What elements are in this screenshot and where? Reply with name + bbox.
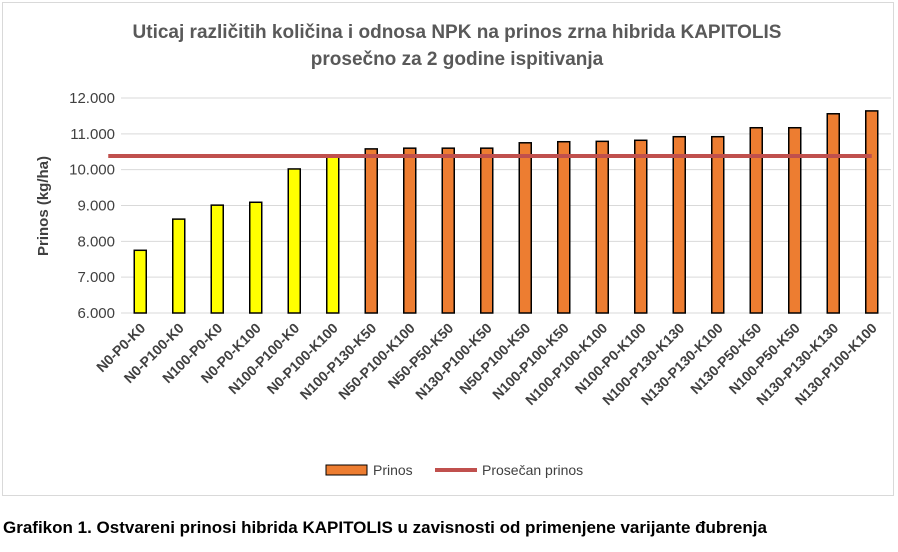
y-tick-label: 6.000 [77, 305, 115, 322]
bar-N100-P0-K0 [210, 204, 224, 314]
y-tick-label: 12.000 [69, 90, 115, 107]
bar-N0-P0-K100 [249, 201, 263, 314]
y-tick-label: 11.000 [70, 126, 115, 143]
legend-label-average: Prosečan prinos [482, 462, 583, 478]
chart-title-line-1: Uticaj različitih količina i odnosa NPK … [133, 22, 782, 43]
y-tick-label: 8.000 [77, 233, 115, 250]
bar-N130-P100-K100 [865, 110, 879, 314]
bar-N0-P100-K100 [326, 154, 340, 314]
y-tick-label: 9.000 [77, 198, 115, 215]
bar-N0-P100-K0 [172, 218, 186, 314]
bar-N100-P100-K0 [287, 168, 301, 314]
legend-swatch-prinos [325, 464, 368, 476]
bar-N100-P0-K100 [634, 139, 648, 314]
bar-N130-P130-K130 [826, 113, 840, 314]
bar-N130-P100-K50 [480, 147, 494, 314]
bar-N100-P130-K130 [672, 135, 686, 314]
y-tick-label: 10.000 [69, 162, 115, 179]
bar-N130-P50-K50 [749, 126, 763, 314]
y-tick-label: 7.000 [77, 269, 115, 286]
bar-N100-P100-K100 [595, 140, 609, 314]
chart-frame: Uticaj različitih količina i odnosa NPK … [2, 2, 894, 496]
bar-N100-P100-K50 [557, 140, 571, 314]
bar-N100-P50-K50 [788, 126, 802, 314]
bar-N130-P130-K100 [711, 135, 725, 314]
bar-N50-P50-K50 [441, 147, 455, 314]
grid-lines [121, 97, 891, 314]
bar-N50-P100-K100 [403, 147, 417, 314]
x-axis-ticks: N0-P0-K0N0-P100-K0N100-P0-K0N0-P0-K100N1… [93, 320, 880, 409]
legend: Prinos Prosečan prinos [325, 462, 583, 478]
bar-N0-P0-K0 [133, 249, 147, 314]
y-axis-label: Prinos (kg/ha) [35, 156, 52, 256]
bar-N100-P130-K50 [364, 148, 378, 314]
y-axis-ticks: 6.000 7.000 8.000 9.000 10.000 11.000 12.000 [69, 90, 115, 322]
bar-N50-P100-K50 [518, 142, 532, 314]
legend-label-prinos: Prinos [373, 462, 413, 478]
bars [133, 110, 879, 314]
chart-title-line-2: prosečno za 2 godine ispitivanja [311, 49, 604, 70]
figure-caption: Grafikon 1. Ostvareni prinosi hibrida KA… [3, 518, 767, 537]
chart: Uticaj različitih količina i odnosa NPK … [35, 22, 891, 478]
